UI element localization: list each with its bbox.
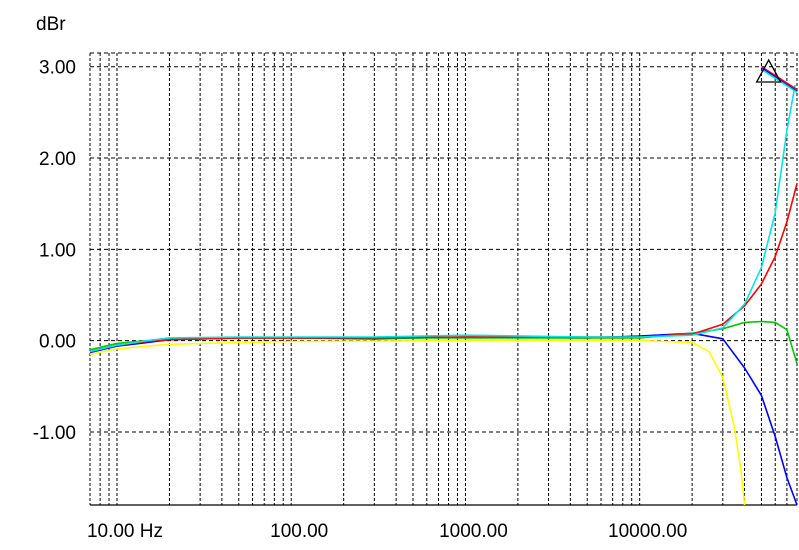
y-tick-labels: 3.00 2.00 1.00 0.00 -1.00 (33, 58, 76, 444)
x-tick-label: 100.00 (270, 521, 328, 542)
y-tick-label: 3.00 (39, 58, 76, 79)
x-tick-label: 1000.00 (439, 521, 508, 542)
grid (89, 52, 798, 506)
x-tick-label: 10.00 Hz (87, 521, 163, 542)
series-line-4 (89, 183, 798, 353)
y-tick-label: 0.00 (39, 332, 76, 353)
series-layer (89, 66, 798, 506)
y-tick-label: -1.00 (33, 423, 76, 444)
series-line-2 (89, 332, 798, 506)
triangle-marker (755, 58, 782, 83)
series-line-5 (89, 84, 796, 353)
series-line-1 (89, 339, 746, 506)
x-tick-labels: 10.00 Hz 100.00 1000.00 10000.00 (87, 521, 687, 542)
marker-layer (755, 58, 782, 83)
y-tick-label: 2.00 (39, 149, 76, 170)
y-axis-unit-label: dBr (36, 14, 66, 35)
y-tick-label: 1.00 (39, 240, 76, 261)
x-tick-label: 10000.00 (608, 521, 687, 542)
